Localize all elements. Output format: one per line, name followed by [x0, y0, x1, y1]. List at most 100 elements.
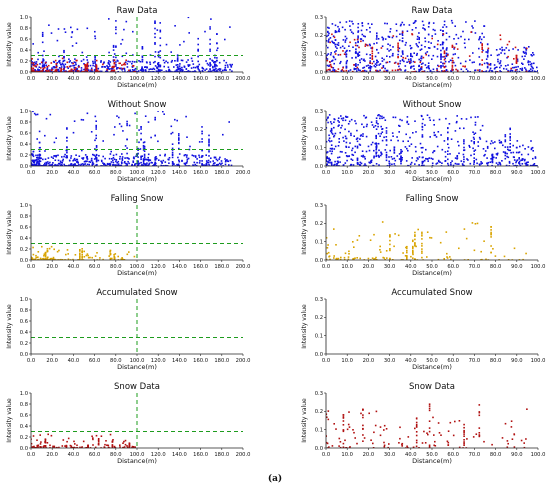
data-point — [371, 56, 374, 58]
data-point — [44, 258, 47, 260]
data-point — [344, 252, 347, 255]
x-tick-label: 50.0 — [426, 170, 438, 176]
data-point — [64, 31, 67, 33]
data-point — [465, 68, 468, 70]
x-tick-label: 40.0 — [405, 76, 417, 82]
data-point — [157, 68, 160, 71]
data-point — [377, 70, 380, 72]
data-point — [68, 164, 70, 166]
data-point — [391, 54, 394, 57]
data-point — [426, 231, 429, 233]
data-point — [170, 125, 173, 128]
data-point — [362, 424, 364, 427]
data-point — [331, 23, 334, 25]
data-point — [126, 66, 129, 68]
data-point — [79, 253, 81, 256]
data-point — [500, 71, 502, 72]
data-point — [397, 139, 399, 142]
data-point — [444, 60, 447, 63]
data-point — [422, 24, 425, 26]
data-point — [404, 57, 407, 60]
data-point — [371, 257, 374, 259]
data-point — [144, 69, 147, 71]
data-point — [38, 147, 41, 149]
data-point — [421, 126, 424, 128]
data-point — [35, 159, 38, 161]
data-point — [463, 142, 465, 145]
data-point — [326, 441, 328, 444]
data-point — [388, 160, 390, 163]
data-point — [481, 43, 483, 45]
data-point — [55, 164, 57, 166]
data-point — [380, 154, 382, 157]
data-point — [94, 255, 97, 257]
data-point — [399, 118, 401, 121]
data-point — [346, 428, 349, 431]
data-point — [45, 70, 48, 72]
data-point — [345, 116, 348, 118]
data-point — [79, 249, 81, 251]
data-point — [385, 136, 388, 138]
data-point — [66, 127, 68, 129]
data-point — [112, 161, 115, 164]
data-point — [330, 140, 333, 142]
data-point — [361, 33, 364, 36]
data-point — [338, 141, 340, 143]
data-point — [44, 257, 47, 260]
data-point — [377, 61, 379, 63]
data-point — [35, 65, 37, 67]
data-point — [516, 159, 519, 161]
data-point — [363, 69, 366, 72]
data-point — [478, 414, 481, 417]
data-point — [369, 162, 371, 164]
data-point — [69, 70, 71, 72]
data-point — [508, 49, 510, 52]
data-point — [375, 155, 377, 158]
data-point — [157, 140, 159, 143]
data-point — [82, 440, 85, 443]
data-point — [495, 153, 498, 155]
data-point — [485, 51, 487, 53]
data-point — [380, 152, 383, 155]
data-point — [194, 70, 197, 72]
data-point — [338, 138, 340, 140]
data-point — [77, 259, 79, 260]
data-point — [525, 252, 527, 255]
x-tick-label: 90.0 — [511, 358, 523, 364]
data-point — [62, 439, 65, 441]
data-point — [90, 159, 93, 162]
data-point — [345, 65, 348, 68]
data-point — [442, 56, 444, 58]
data-point — [483, 62, 486, 65]
data-point — [363, 164, 365, 166]
data-point — [409, 62, 411, 65]
data-point — [374, 258, 376, 260]
data-point — [362, 59, 365, 62]
data-point — [397, 68, 399, 71]
data-point — [450, 19, 453, 22]
data-point — [375, 69, 377, 72]
data-point — [95, 68, 98, 70]
data-point — [142, 145, 145, 147]
data-point — [60, 63, 62, 66]
data-point — [123, 446, 126, 448]
data-point — [123, 259, 126, 260]
y-tick-label: 0.4 — [20, 48, 29, 54]
data-point — [402, 252, 404, 254]
data-point — [348, 253, 350, 255]
data-point — [144, 66, 146, 68]
data-point — [498, 161, 500, 164]
y-tick-label: 0.1 — [315, 333, 323, 339]
data-point — [438, 160, 440, 163]
data-point — [388, 443, 390, 445]
data-point — [435, 163, 438, 165]
x-tick-label: 60.0 — [89, 452, 101, 458]
data-point — [172, 161, 174, 164]
data-point — [121, 159, 124, 161]
data-point — [128, 444, 131, 447]
data-point — [326, 163, 328, 166]
data-point — [433, 124, 435, 126]
data-point — [33, 64, 36, 66]
data-point — [382, 66, 385, 69]
data-point — [369, 44, 371, 47]
